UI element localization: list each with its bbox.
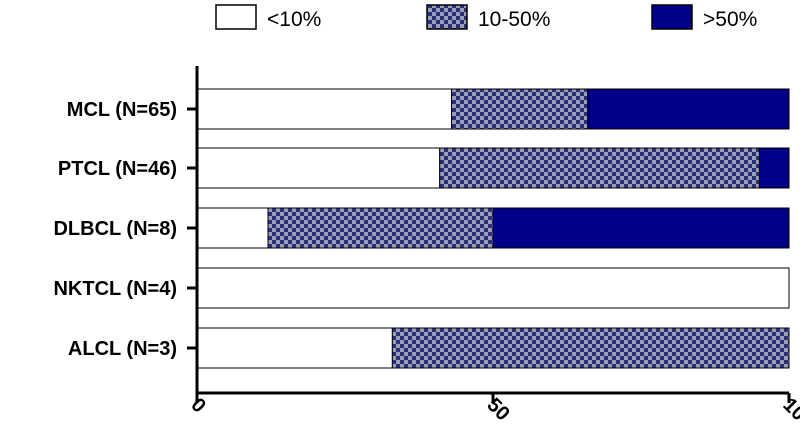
bar-segment-4-1 xyxy=(391,327,790,369)
x-tick-label-0: 0 xyxy=(186,394,209,417)
bar-segment-4-0 xyxy=(196,327,393,369)
x-tick-label-2: 100 xyxy=(778,394,800,433)
bar-segment-0-1 xyxy=(451,88,589,130)
legend-label-2: >50% xyxy=(703,8,757,31)
category-label-4: ALCL (N=3) xyxy=(68,338,177,360)
x-tick-label-1: 50 xyxy=(482,394,513,425)
legend-label-0: <10% xyxy=(267,8,321,31)
category-label-0: MCL (N=65) xyxy=(67,99,177,121)
bar-segment-0-2 xyxy=(587,88,790,130)
legend: <10% 10-50% >50% xyxy=(215,4,757,31)
bar-segment-1-2 xyxy=(758,147,790,189)
bar-segment-2-2 xyxy=(492,207,790,249)
legend-swatch-1 xyxy=(426,4,468,30)
bar-segment-1-1 xyxy=(439,147,760,189)
category-label-2: DLBCL (N=8) xyxy=(53,218,177,240)
category-label-3: NKTCL (N=4) xyxy=(53,278,177,300)
bars xyxy=(196,88,790,369)
bar-segment-3-0 xyxy=(196,267,790,309)
category-label-1: PTCL (N=46) xyxy=(58,158,177,180)
legend-label-1: 10-50% xyxy=(478,8,550,31)
legend-swatch-0 xyxy=(215,4,257,30)
bar-segment-2-0 xyxy=(196,207,269,249)
bar-segment-2-1 xyxy=(267,207,494,249)
bar-segment-1-0 xyxy=(196,147,441,189)
legend-swatch-2 xyxy=(651,4,693,30)
bar-segment-0-0 xyxy=(196,88,453,130)
axes: MCL (N=65) PTCL (N=46) DLBCL (N=8) NKTCL (N… xyxy=(53,66,800,433)
